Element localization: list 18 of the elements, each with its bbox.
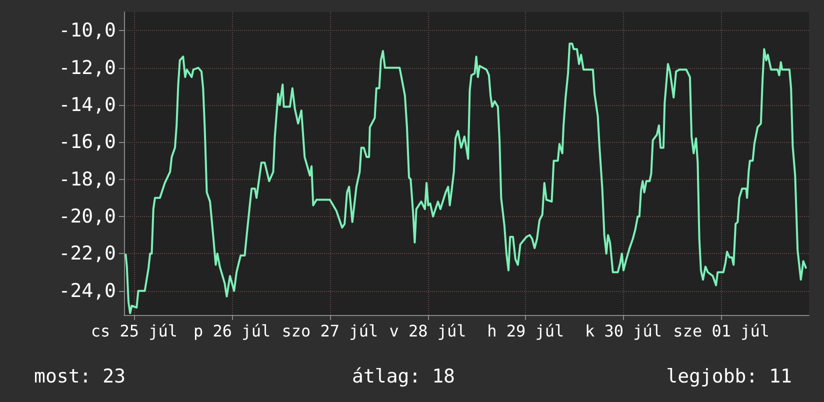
y-tick-label: -10,0 [58,20,116,42]
x-tick-label: sze 01 júl [673,322,770,340]
x-tick-label: cs 25 júl [90,322,178,340]
y-tick-label: -12,0 [58,56,116,79]
y-tick-label: -16,0 [58,131,116,154]
y-tick-label: -24,0 [58,280,116,302]
y-tick-label: -18,0 [58,168,116,190]
x-tick-label: p 26 júl [194,322,271,340]
x-tick-label: k 30 júl [584,322,662,340]
y-tick-label: -14,0 [58,94,116,116]
y-tick-label: -20,0 [58,205,116,228]
x-tick-label: v 28 júl [389,322,466,340]
text: legjobb: 11 [666,366,792,388]
x-tick-label: szo 27 júl [282,322,378,340]
text: most: 23 [34,366,126,388]
text: átlag: 18 [352,366,455,388]
y-tick-label: -22,0 [58,242,116,265]
x-tick-label: h 29 júl [487,322,564,340]
